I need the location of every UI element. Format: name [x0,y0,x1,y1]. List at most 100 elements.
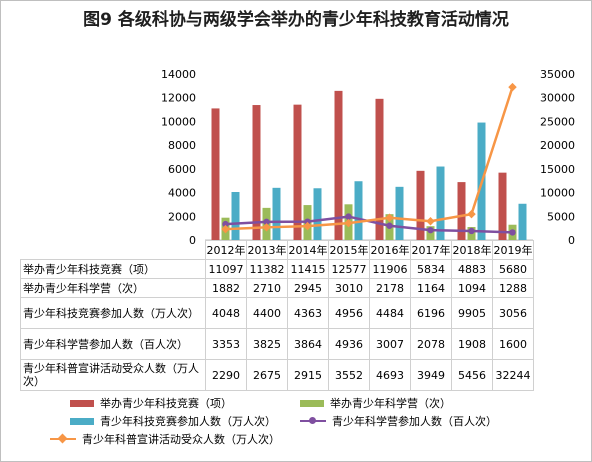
series-line [225,86,514,231]
table-header-row: 2012年 2013年 2014年 2015年 2016年 2017年 2018年 2019年 [20,240,534,260]
bar [416,170,425,240]
x-tick-label: 2013年 [246,240,288,260]
legend-label: 举办青少年科学营（次） [330,397,451,410]
table-cell: 1164 [410,278,452,298]
table-cell: 2178 [369,278,411,298]
table-cell: 2675 [246,359,288,391]
line-point [345,213,352,220]
bar [375,98,384,240]
line-point [468,227,475,235]
table-cell: 3010 [328,278,370,298]
table-cell: 3007 [369,328,411,360]
legend-item: 青少年科普宣讲活动受众人数（万人次） [50,431,280,447]
bar [313,188,322,240]
line-point [262,223,271,232]
legend-swatch [70,399,94,407]
line-point [385,213,394,222]
bar [334,90,343,240]
line-point [304,218,311,225]
table-row-label: 青少年科技竞赛参加人数（万人次） [20,297,206,329]
line-point [303,221,312,231]
line-point [467,209,476,219]
line-point [508,82,517,92]
table-row: 青少年科技竞赛参加人数（万人次） 4048 4400 4363 4956 4484 6196… [20,297,534,329]
table-cell: 3825 [246,328,288,360]
line-point [509,229,516,236]
chart-legend: 举办青少年科技竞赛（项） 举办青少年科学营（次） 青少年科技竞赛参加人数（万人次） 青… [0,393,592,453]
line-point [386,222,393,229]
table-cell: 3864 [287,328,329,360]
table-corner-cell [20,240,206,260]
table-cell: 1288 [492,278,534,298]
bar [231,192,240,240]
x-tick-label: 2012年 [205,240,247,260]
table-cell: 4956 [328,297,370,329]
y-left-tick-label: 8000 [168,139,196,152]
table-row: 举办青少年科技竞赛（项） 11097 11382 11415 12577 11906 583… [20,259,534,279]
y-left-tick-label: 4000 [168,187,196,200]
chart-lines [221,82,517,236]
y-left-tick-label: 2000 [168,210,196,223]
table-row-label: 青少年科学营参加人数（百人次） [20,328,206,360]
y-right-tick-label: 25000 [540,115,575,128]
legend-item: 青少年科学营参加人数（百人次） [300,413,497,429]
table-cell: 1908 [451,328,493,360]
table-cell: 2945 [287,278,329,298]
x-tick-label: 2015年 [328,240,370,260]
table-cell: 11906 [369,259,411,279]
y-right-tick-label: 30000 [540,92,575,105]
x-tick-label: 2017年 [410,240,452,260]
chart-bars [211,90,527,241]
table-row-label: 举办青少年科技竞赛（项） [20,259,206,279]
table-cell: 2915 [287,359,329,391]
table-cell: 6196 [410,297,452,329]
table-cell: 4363 [287,297,329,329]
y-right-tick-label: 20000 [540,139,575,152]
table-cell: 4400 [246,297,288,329]
table-cell: 12577 [328,259,370,279]
legend-label: 举办青少年科技竞赛（项） [100,397,232,410]
bar [498,172,507,240]
table-row-label: 青少年科普宣讲活动受众人数（万人次） [20,359,206,391]
table-cell: 4693 [369,359,411,391]
legend-label: 青少年科学营参加人数（百人次） [332,415,497,428]
x-tick-label: 2016年 [369,240,411,260]
line-point [427,226,434,234]
legend-label: 青少年科技竞赛参加人数（万人次） [100,415,276,428]
bar [272,187,281,240]
line-point [344,218,353,228]
y-left-tick-label: 10000 [161,115,196,128]
table-cell: 1882 [205,278,247,298]
y-right-tick-label: 5000 [547,210,575,223]
legend-swatch [300,399,324,407]
table-cell: 3552 [328,359,370,391]
y-left-tick-label: 12000 [161,92,196,105]
table-cell: 1094 [451,278,493,298]
y-right-tick-label: 15000 [540,163,575,176]
y-right-tick-label: 10000 [540,187,575,200]
legend-swatch [50,433,76,444]
x-tick-label: 2018年 [451,240,493,260]
legend-swatch [70,417,94,425]
table-cell: 2710 [246,278,288,298]
table-cell: 11097 [205,259,247,279]
table-cell: 5456 [451,359,493,391]
y-right-tick-label: 35000 [540,68,575,81]
line-point [221,224,230,234]
table-cell: 5680 [492,259,534,279]
bar [436,166,445,240]
table-cell: 4048 [205,297,247,329]
table-row-label: 举办青少年科学营（次） [20,278,206,298]
legend-item: 举办青少年科学营（次） [300,395,451,411]
bar [395,186,404,240]
y-left-tick-label: 14000 [161,68,196,81]
legend-item: 青少年科技竞赛参加人数（万人次） [70,413,276,429]
bar [252,105,261,241]
table-cell: 3949 [410,359,452,391]
table-row: 举办青少年科学营（次） 1882 2710 2945 3010 2178 1164 1094 1… [20,278,534,298]
table-cell: 4484 [369,297,411,329]
bar [518,203,527,240]
line-point [426,217,435,226]
data-table: 2012年 2013年 2014年 2015年 2016年 2017年 2018年 2019年… [20,240,534,391]
bar [293,104,302,240]
